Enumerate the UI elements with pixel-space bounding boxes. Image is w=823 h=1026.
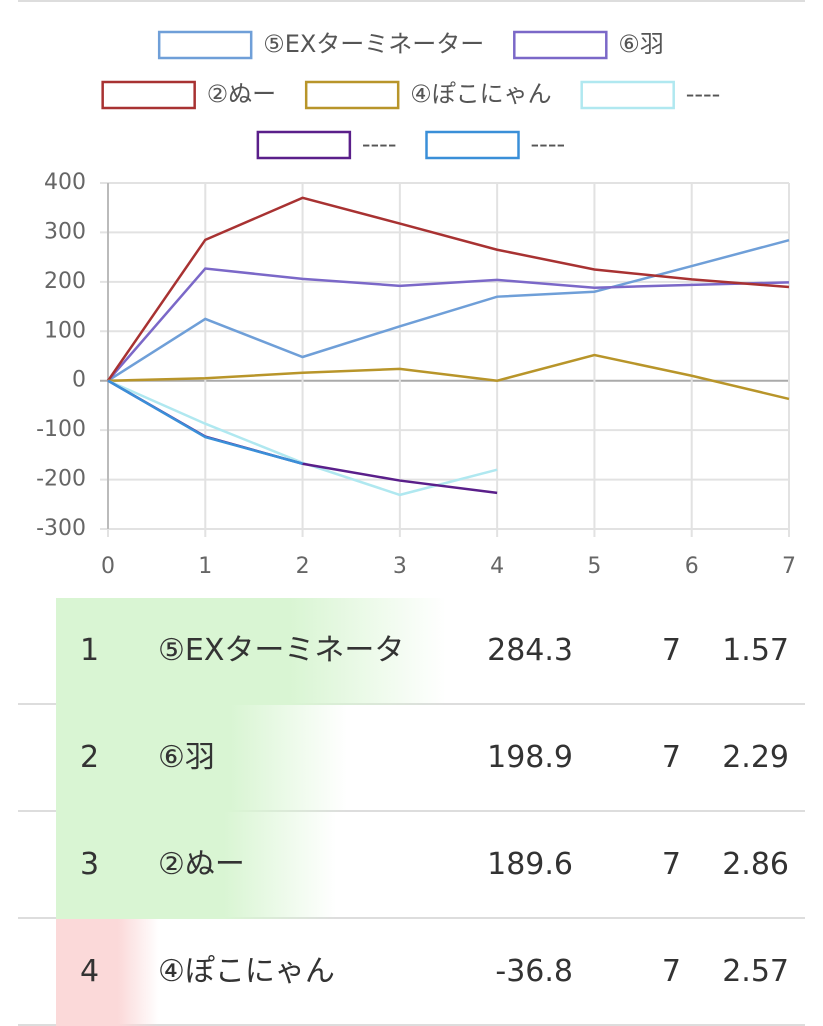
legend-swatch	[157, 30, 253, 60]
legend-label: ----	[362, 130, 397, 158]
legend-swatch	[513, 30, 608, 60]
cell-rank: 2	[80, 740, 100, 775]
y-tick-label: -300	[36, 516, 86, 541]
series-line	[106, 196, 790, 382]
cell-value: -36.8	[495, 954, 573, 989]
x-tick-label: 1	[198, 554, 212, 579]
value-bar	[56, 598, 446, 705]
x-tick-label: 6	[685, 554, 699, 579]
x-tick-label: 3	[393, 554, 407, 579]
cell-name: ④ぽこにゃん	[158, 954, 335, 989]
cell-count: 7	[661, 954, 681, 989]
value-bar	[56, 919, 159, 1026]
legend-label: ②ぬー	[207, 80, 277, 108]
cell-value: 284.3	[487, 633, 573, 668]
cell-name: ⑤EXターミネータ	[158, 633, 405, 668]
chart: ⑤EXターミネーター ⑥羽 ②ぬー ④ぽこにゃん ---- ---- ---- -300 -20…	[18, 0, 805, 579]
legend-label: ----	[686, 80, 721, 108]
y-tick-label: 0	[72, 368, 86, 393]
cell-value: 189.6	[487, 847, 573, 882]
x-tick-label: 0	[101, 554, 115, 579]
table-row: 2 ⑥羽 198.9 7 2.29	[18, 705, 805, 812]
y-tick-label: 300	[44, 219, 86, 244]
table-row: 3 ②ぬー 189.6 7 2.86	[18, 812, 805, 919]
legend-label: ⑤EXターミネーター	[263, 30, 484, 58]
legend-swatch	[256, 130, 352, 160]
legend-label: ④ぽこにゃん	[410, 80, 552, 108]
x-tick-label: 4	[490, 554, 504, 579]
x-tick-label: 5	[587, 554, 601, 579]
cell-rate: 2.29	[722, 740, 789, 775]
x-tick-label: 7	[782, 554, 796, 579]
cell-rate: 1.57	[722, 633, 789, 668]
legend-swatch	[580, 80, 675, 110]
cell-count: 7	[661, 847, 681, 882]
cell-rate: 2.57	[722, 954, 789, 989]
series-line	[107, 238, 790, 382]
y-tick-label: -200	[36, 467, 86, 492]
cell-value: 198.9	[487, 740, 573, 775]
legend-swatch	[304, 80, 400, 110]
cell-name: ②ぬー	[158, 847, 245, 882]
series-line	[107, 267, 790, 382]
legend-swatch	[425, 130, 520, 160]
legend-label: ----	[531, 130, 566, 158]
y-tick-label: 400	[44, 170, 86, 195]
legend-swatch	[101, 80, 196, 110]
y-tick-label: 100	[44, 318, 86, 343]
table-row: 4 ④ぽこにゃん -36.8 7 2.57	[18, 919, 805, 1026]
cell-rank: 3	[80, 847, 100, 882]
cell-rank: 4	[80, 954, 100, 989]
x-tick-label: 2	[296, 554, 310, 579]
cell-rank: 1	[80, 633, 100, 668]
cell-rate: 2.86	[722, 847, 789, 882]
cell-count: 7	[661, 633, 681, 668]
value-bar	[56, 812, 337, 919]
legend-label: ⑥羽	[618, 30, 664, 58]
ranking-table: 1 ⑤EXターミネータ 284.3 7 1.57 2 ⑥羽 198.9 7 2.29 3 ②ぬー 189…	[0, 598, 823, 1026]
cell-name: ⑥羽	[158, 740, 215, 775]
y-tick-label: 200	[44, 269, 86, 294]
series-line	[107, 379, 303, 465]
cell-count: 7	[661, 740, 681, 775]
value-bar	[56, 705, 347, 812]
y-tick-label: -100	[36, 417, 86, 442]
series-line	[107, 353, 790, 401]
table-row: 1 ⑤EXターミネータ 284.3 7 1.57	[18, 598, 805, 705]
